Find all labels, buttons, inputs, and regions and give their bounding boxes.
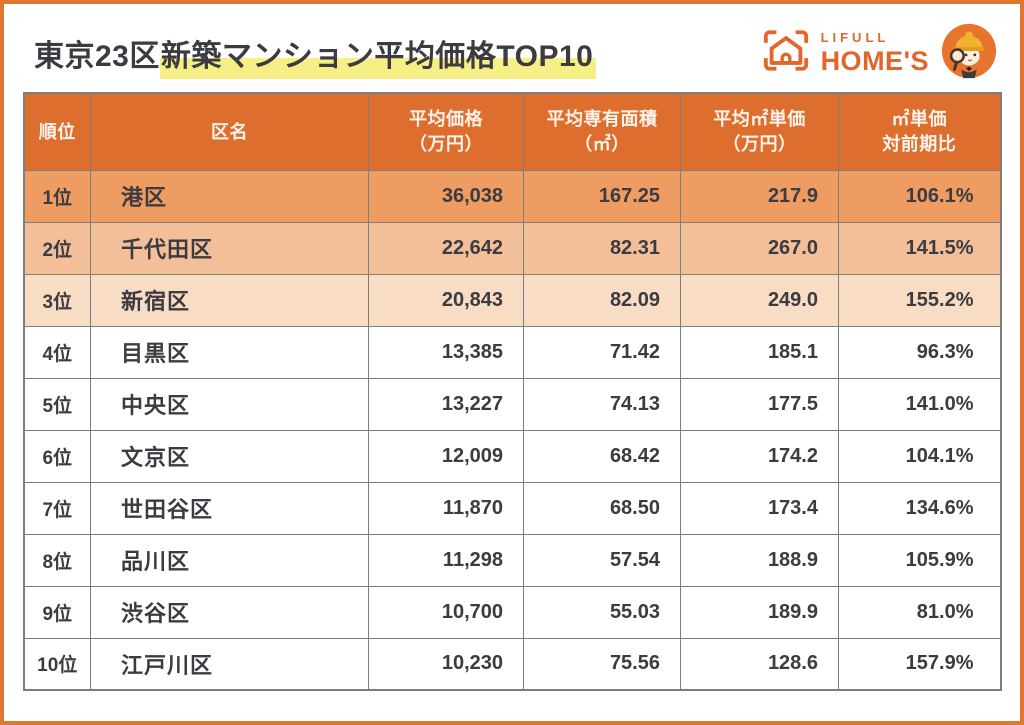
page-title: 東京23区新築マンション平均価格TOP10 [34, 31, 597, 79]
yoy-cell: 106.1% [838, 169, 1001, 223]
price-cell: 10,230 [368, 637, 524, 691]
yoy-cell: 96.3% [838, 325, 1001, 379]
unit_price-cell: 185.1 [680, 325, 839, 379]
unit_price-cell: 174.2 [680, 429, 839, 483]
column-header-area: 平均専有面積 （㎡） [523, 92, 681, 171]
area-cell: 68.50 [523, 481, 681, 535]
rank-cell: 9位 [23, 585, 91, 639]
ward-cell: 中央区 [90, 377, 369, 431]
ward-cell: 目黒区 [90, 325, 369, 379]
price-cell: 11,870 [368, 481, 524, 535]
unit_price-cell: 173.4 [680, 481, 839, 535]
logo-homes-text: HOME'S [820, 46, 929, 76]
unit_price-cell: 217.9 [680, 169, 839, 223]
area-cell: 82.09 [523, 273, 681, 327]
rank-cell: 5位 [23, 377, 91, 431]
unit_price-cell: 177.5 [680, 377, 839, 431]
price-cell: 11,298 [368, 533, 524, 587]
table-row: 3位 新宿区 20,843 82.09 249.0 155.2% [23, 273, 1001, 327]
area-cell: 57.54 [523, 533, 681, 587]
table-header-row: 順位 区名 平均価格 （万円） 平均専有面積 （㎡） 平均㎡単価 （万円） ㎡単価 対前期… [23, 92, 1001, 171]
rank-cell: 6位 [23, 429, 91, 483]
yoy-cell: 157.9% [838, 637, 1001, 691]
table-row: 8位 品川区 11,298 57.54 188.9 105.9% [23, 533, 1001, 587]
price-cell: 13,385 [368, 325, 524, 379]
table-row: 4位 目黒区 13,385 71.42 185.1 96.3% [23, 325, 1001, 379]
column-header-rank: 順位 [23, 92, 91, 171]
ward-cell: 渋谷区 [90, 585, 369, 639]
price-cell: 20,843 [368, 273, 524, 327]
unit_price-cell: 188.9 [680, 533, 839, 587]
yoy-cell: 155.2% [838, 273, 1001, 327]
ward-cell: 江戸川区 [90, 637, 369, 691]
column-header-unit_price: 平均㎡単価 （万円） [680, 92, 839, 171]
mascot-icon [940, 22, 998, 85]
ward-cell: 千代田区 [90, 221, 369, 275]
column-header-price: 平均価格 （万円） [368, 92, 524, 171]
rank-cell: 10位 [23, 637, 91, 691]
rank-cell: 1位 [23, 169, 91, 223]
price-cell: 13,227 [368, 377, 524, 431]
unit_price-cell: 267.0 [680, 221, 839, 275]
price-cell: 36,038 [368, 169, 524, 223]
area-cell: 82.31 [523, 221, 681, 275]
rank-cell: 3位 [23, 273, 91, 327]
column-header-ward: 区名 [90, 92, 369, 171]
area-cell: 55.03 [523, 585, 681, 639]
ward-cell: 世田谷区 [90, 481, 369, 535]
yoy-cell: 104.1% [838, 429, 1001, 483]
title-highlighted-text: 新築マンション平均価格TOP10 [159, 40, 597, 79]
yoy-cell: 134.6% [838, 481, 1001, 535]
table-row: 1位 港区 36,038 167.25 217.9 106.1% [23, 169, 1001, 223]
rank-cell: 7位 [23, 481, 91, 535]
price-cell: 12,009 [368, 429, 524, 483]
unit_price-cell: 249.0 [680, 273, 839, 327]
table-row: 5位 中央区 13,227 74.13 177.5 141.0% [23, 377, 1001, 431]
ward-cell: 港区 [90, 169, 369, 223]
yoy-cell: 81.0% [838, 585, 1001, 639]
area-cell: 167.25 [523, 169, 681, 223]
yoy-cell: 141.0% [838, 377, 1001, 431]
area-cell: 75.56 [523, 637, 681, 691]
table-row: 2位 千代田区 22,642 82.31 267.0 141.5% [23, 221, 1001, 275]
logo-wordmark: LIFULL HOME'S [821, 31, 929, 75]
price-cell: 22,642 [368, 221, 524, 275]
house-brackets-icon [762, 28, 810, 78]
ward-cell: 文京区 [90, 429, 369, 483]
area-cell: 74.13 [523, 377, 681, 431]
ward-cell: 品川区 [90, 533, 369, 587]
table-row: 6位 文京区 12,009 68.42 174.2 104.1% [23, 429, 1001, 483]
lifull-homes-logo: LIFULL HOME'S [762, 22, 998, 85]
yoy-cell: 105.9% [838, 533, 1001, 587]
top-bar: 東京23区新築マンション平均価格TOP10 LIFULL HOME'S [4, 4, 1020, 90]
title-plain-text: 東京23区 [34, 40, 160, 73]
price-cell: 10,700 [368, 585, 524, 639]
table-row: 7位 世田谷区 11,870 68.50 173.4 134.6% [23, 481, 1001, 535]
area-cell: 68.42 [523, 429, 681, 483]
ward-cell: 新宿区 [90, 273, 369, 327]
unit_price-cell: 189.9 [680, 585, 839, 639]
column-header-yoy: ㎡単価 対前期比 [838, 92, 1001, 171]
rank-cell: 2位 [23, 221, 91, 275]
rank-cell: 8位 [23, 533, 91, 587]
yoy-cell: 141.5% [838, 221, 1001, 275]
logo-lifull-text: LIFULL [820, 30, 890, 45]
rank-cell: 4位 [23, 325, 91, 379]
area-cell: 71.42 [523, 325, 681, 379]
table-row: 10位 江戸川区 10,230 75.56 128.6 157.9% [23, 637, 1001, 691]
unit_price-cell: 128.6 [680, 637, 839, 691]
table-row: 9位 渋谷区 10,700 55.03 189.9 81.0% [23, 585, 1001, 639]
ranking-table: 順位 区名 平均価格 （万円） 平均専有面積 （㎡） 平均㎡単価 （万円） ㎡単価 対前期… [22, 92, 1002, 691]
